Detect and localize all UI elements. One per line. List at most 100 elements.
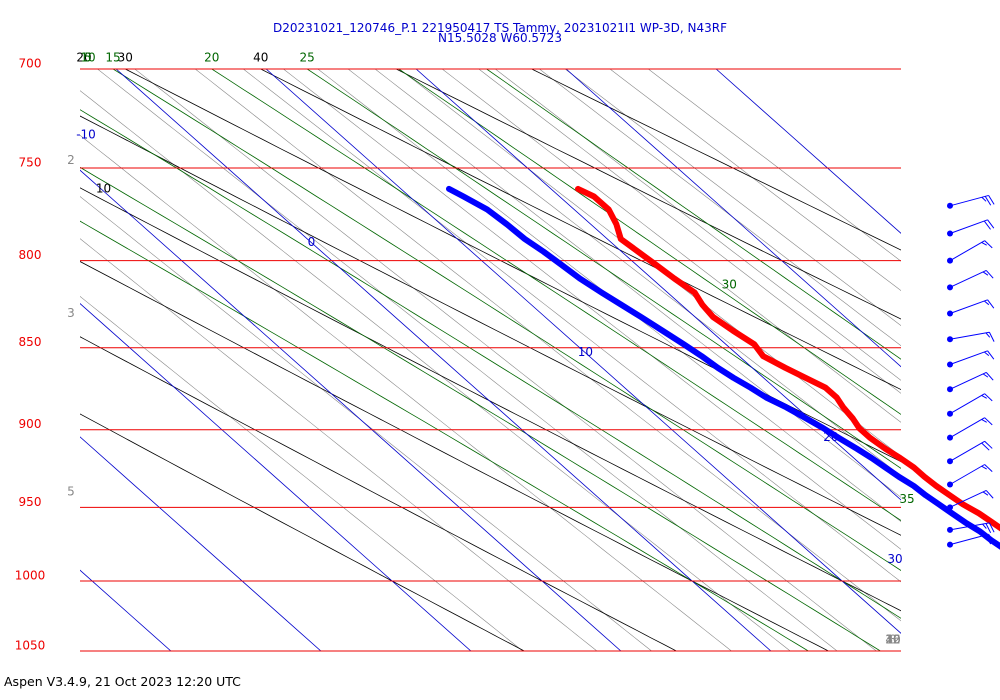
moist-adiabat-label: 25 [300, 51, 315, 65]
wind-barb-station [947, 410, 953, 417]
mixing-ratio-label: 20 [885, 633, 900, 647]
wind-barb-station [947, 336, 953, 343]
mixing-ratio-label: 16 [885, 633, 900, 647]
pressure-label: 850 [19, 335, 42, 349]
dry-adiabat-line [531, 69, 901, 251]
wind-barb-flag [981, 442, 990, 451]
mixing-ratio-line [195, 69, 901, 622]
mixing-ratio-line [97, 69, 838, 651]
isotherm-label: 30 [887, 552, 902, 566]
wind-barb-flag [987, 299, 995, 309]
mixing-ratio-line [317, 69, 901, 523]
wind-barb-shaft [949, 350, 988, 365]
wind-barb-shaft [949, 194, 989, 207]
wind-barb-shaft [949, 489, 987, 508]
moist-adiabat-line [398, 69, 901, 415]
dry-adiabat-line [80, 261, 829, 651]
wind-barb-flag [982, 491, 989, 496]
pressure-label: 1000 [15, 568, 46, 582]
temperature-profile [575, 185, 1000, 532]
isotherm-label: -10 [76, 128, 96, 142]
wind-barb-shaft [949, 331, 990, 340]
dry-adiabat-line [80, 187, 901, 612]
wind-barb-shaft [949, 219, 988, 234]
pressure-label: 1050 [15, 639, 46, 653]
dry-adiabat-label: 30 [118, 51, 133, 65]
wind-barb-flag [984, 196, 992, 206]
wind-barb [947, 269, 994, 291]
moist-adiabat-line [486, 69, 901, 360]
wind-barb [947, 393, 993, 417]
mixing-ratio-line [609, 69, 901, 292]
isotherm-line [265, 69, 901, 634]
wind-barb [947, 417, 993, 441]
wind-barb-station [947, 526, 953, 533]
wind-barb-flag [981, 465, 987, 470]
mixing-ratio-line [564, 69, 901, 327]
isotherm-line [80, 169, 622, 651]
dry-adiabat-label: 10 [96, 182, 111, 196]
moist-adiabat-line [211, 69, 901, 521]
mixing-ratio-label: 40 [885, 633, 900, 647]
wind-barb-shaft [949, 533, 989, 546]
dewpoint-profile [446, 185, 1000, 550]
dry-adiabat-line [396, 69, 901, 320]
pressure-label: 950 [19, 495, 42, 509]
mixing-ratio-lines [80, 69, 901, 651]
wind-barb-flag [983, 220, 991, 230]
sounding-profiles [446, 185, 1000, 550]
isotherm-label: 10 [578, 345, 593, 359]
isotherm-line [80, 303, 472, 651]
moist-adiabat-label: 5 [84, 51, 92, 65]
mixing-ratio-label: 2 [67, 153, 75, 167]
moist-adiabat-line [80, 109, 901, 619]
wind-barb-shaft [949, 299, 988, 314]
wind-barb [947, 489, 994, 511]
dry-adiabat-label: 20 [76, 51, 91, 65]
wind-barb-flag [981, 418, 987, 423]
mixing-ratio-line [80, 90, 791, 651]
isotherm-line [715, 69, 901, 234]
wind-barb-shaft [949, 417, 985, 439]
chart-title-line-1: D20231021_120746_P.1 221950417 TS Tammy,… [272, 21, 728, 35]
dry-adiabat-line [80, 336, 677, 651]
mixing-ratio-line [539, 69, 901, 347]
moist-adiabat-line [80, 166, 881, 651]
isotherms [80, 69, 901, 651]
pressure-label: 700 [19, 57, 42, 71]
wind-barb-shaft [949, 269, 987, 288]
dry-adiabat-line [80, 413, 525, 651]
dry-adiabat-line [125, 69, 901, 463]
moist-adiabat-label: 15 [105, 51, 120, 65]
wind-barb-flag [982, 523, 987, 529]
mixing-ratio-line [495, 69, 901, 381]
wind-barb-flag [987, 219, 995, 229]
wind-barb [947, 522, 995, 534]
wind-barb-flag [985, 490, 994, 499]
wind-barb-flag [984, 440, 993, 449]
chart-title-line-2: N15.5028 W60.5723 [438, 31, 562, 45]
mixing-ratio-label: 8 [889, 633, 897, 647]
wind-barb-flag [984, 534, 992, 545]
isotherm-line [565, 69, 901, 368]
mixing-ratio-line [399, 69, 901, 457]
wind-barb-flag [982, 271, 989, 276]
wind-barb-flag [981, 241, 987, 246]
mixing-ratio-line [347, 69, 901, 498]
wind-barb [947, 350, 995, 368]
mixing-ratio-line [374, 69, 901, 477]
wind-barb-station [947, 434, 953, 441]
dry-adiabat-label: 40 [253, 51, 268, 65]
wind-barb-flag [984, 240, 993, 249]
wind-barb [947, 240, 993, 264]
moist-adiabat-label: 10 [80, 51, 95, 65]
mixing-ratio-label: 3 [67, 306, 75, 320]
isotherm-line [115, 69, 772, 651]
wind-barb-shaft [949, 464, 985, 485]
moist-adiabat-label: 35 [899, 492, 914, 506]
pressure-label: 750 [19, 156, 42, 170]
wind-barb-flag [987, 350, 995, 360]
